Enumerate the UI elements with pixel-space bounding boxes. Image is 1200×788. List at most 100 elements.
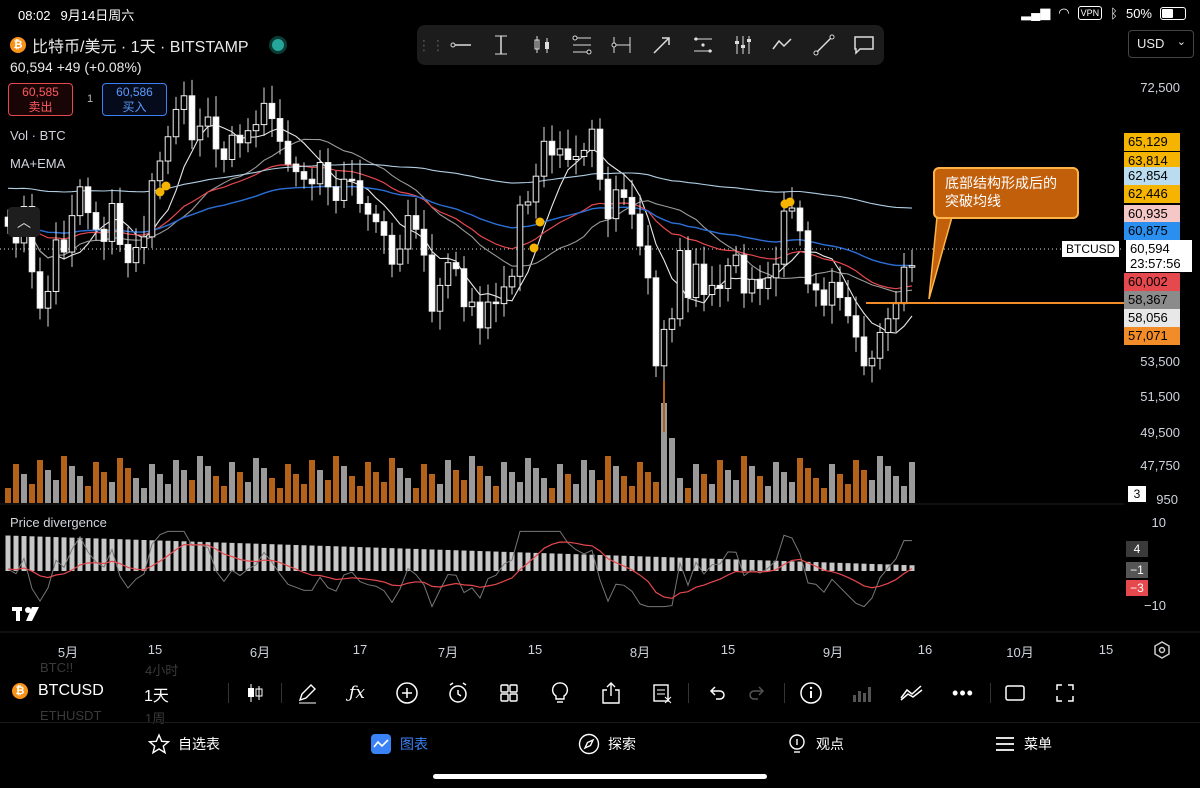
comment-icon[interactable] xyxy=(844,25,884,65)
indicators-icon[interactable]: ƒx xyxy=(349,683,365,703)
sell-button[interactable]: 60,585 卖出 xyxy=(8,83,73,116)
divergence-signal-line xyxy=(7,541,913,599)
divergence-histogram-bar xyxy=(781,561,787,571)
divergence-histogram-bar xyxy=(213,542,219,571)
vertical-line-icon[interactable] xyxy=(481,25,521,65)
divergence-histogram-bar xyxy=(605,555,611,571)
currency-select[interactable]: USD ⌄ xyxy=(1128,30,1194,58)
volume-bar xyxy=(389,458,395,503)
horizontal-line-icon[interactable] xyxy=(441,25,481,65)
price-tag: 62,446 xyxy=(1124,185,1180,203)
volume-bar xyxy=(205,466,211,503)
volume-bars-icon[interactable] xyxy=(846,680,876,706)
compare-icon[interactable] xyxy=(897,680,927,706)
volume-bar xyxy=(101,472,107,503)
divergence-histogram-bar xyxy=(85,538,91,571)
more-icon[interactable]: ••• xyxy=(952,682,974,703)
divergence-histogram-bar xyxy=(501,551,507,571)
divergence-histogram-bar xyxy=(581,554,587,571)
volume-bar xyxy=(893,476,899,503)
tab-label: 图表 xyxy=(400,736,428,752)
candles-icon[interactable] xyxy=(522,25,562,65)
symbol-title: 比特币/美元 · 1天 · BITSTAMP xyxy=(32,39,249,56)
divergence-histogram-bar xyxy=(245,543,251,571)
candle-body xyxy=(692,263,700,299)
divergence-histogram-bar xyxy=(789,561,795,571)
symbol-search-button[interactable]: ₿ BTCUSD xyxy=(12,682,104,700)
tab-ideas[interactable]: 观点 xyxy=(786,733,844,755)
drag-handle-icon[interactable]: ⋮⋮ xyxy=(417,36,445,53)
info-icon[interactable] xyxy=(796,680,826,706)
divergence-histogram-bar xyxy=(853,563,859,571)
candle-body xyxy=(868,357,876,367)
price-axis-label: 51,500 xyxy=(1140,389,1180,404)
alarm-icon[interactable] xyxy=(443,680,473,706)
ray-icon[interactable] xyxy=(803,25,843,65)
ma-indicator-label[interactable]: MA+EMA xyxy=(10,156,66,171)
pen-icon[interactable] xyxy=(292,680,322,706)
symbol-header[interactable]: ₿ 比特币/美元 · 1天 · BITSTAMP xyxy=(10,33,287,57)
fullscreen-icon[interactable] xyxy=(1050,680,1080,706)
volume-tag: 3 xyxy=(1128,486,1146,502)
price-axis-label: 47,750 xyxy=(1140,458,1180,473)
volume-bar xyxy=(757,476,763,503)
divergence-histogram-bar xyxy=(829,562,835,571)
buy-button[interactable]: 60,586 买入 xyxy=(102,83,167,116)
candle-body xyxy=(452,262,460,270)
redo-icon[interactable] xyxy=(742,680,772,706)
tab-explore[interactable]: 探索 xyxy=(578,733,636,755)
divergence-histogram-bar xyxy=(653,556,659,571)
idea-bulb-icon[interactable] xyxy=(545,680,575,706)
divider xyxy=(784,683,785,703)
candle-body xyxy=(220,148,228,161)
divergence-histogram-bar xyxy=(533,552,539,571)
candle-body xyxy=(444,262,452,286)
volume-bar xyxy=(421,464,427,503)
ma-line xyxy=(7,138,913,293)
candle-body xyxy=(324,162,332,188)
annotation-pointer xyxy=(928,216,953,300)
divergence-histogram-bar xyxy=(309,545,315,571)
date-range-icon[interactable] xyxy=(602,25,642,65)
divergence-histogram-bar xyxy=(349,546,355,571)
undo-icon[interactable] xyxy=(702,680,732,706)
chart-type-icon[interactable] xyxy=(240,680,270,706)
divergence-histogram-bar xyxy=(493,551,499,571)
volume-bar xyxy=(93,462,99,503)
trend-icon[interactable] xyxy=(763,25,803,65)
volume-bar xyxy=(133,478,139,503)
share-icon[interactable] xyxy=(596,680,626,706)
spread-value: 1 xyxy=(87,93,94,105)
candle-body xyxy=(204,116,212,127)
parallel-icon[interactable] xyxy=(723,25,763,65)
fib-icon[interactable] xyxy=(562,25,602,65)
candle-body xyxy=(900,266,908,305)
arrow-icon[interactable] xyxy=(642,25,682,65)
volume-bar xyxy=(717,460,723,503)
divergence-histogram-bar xyxy=(205,542,211,571)
channel-icon[interactable] xyxy=(683,25,723,65)
divergence-histogram-bar xyxy=(69,537,75,571)
window-icon[interactable] xyxy=(1000,680,1030,706)
interval-button[interactable]: 1天 xyxy=(144,688,169,705)
tab-menu[interactable]: 菜单 xyxy=(994,733,1052,755)
divergence-indicator-label[interactable]: Price divergence xyxy=(10,515,107,530)
divergence-histogram-bar xyxy=(733,559,739,571)
volume-indicator-label[interactable]: Vol · BTC xyxy=(10,128,66,143)
chart-annotation[interactable]: 底部结构形成后的突破均线 xyxy=(933,167,1079,219)
tab-watchlist[interactable]: 自选表 xyxy=(148,733,220,755)
volume-bar xyxy=(669,438,675,503)
candle-body xyxy=(572,155,580,161)
volume-bar xyxy=(13,464,19,503)
candle-body xyxy=(740,254,748,294)
chart-settings-icon[interactable] xyxy=(1153,641,1171,664)
object-tree-icon[interactable] xyxy=(647,680,677,706)
layouts-icon[interactable] xyxy=(494,680,524,706)
divergence-histogram-bar xyxy=(629,556,635,571)
tab-chart[interactable]: 图表 xyxy=(370,733,428,755)
collapse-indicators-button[interactable]: ︿ xyxy=(8,207,40,237)
divergence-histogram-bar xyxy=(141,539,147,571)
candle-body xyxy=(460,268,468,308)
add-icon[interactable] xyxy=(392,680,422,706)
